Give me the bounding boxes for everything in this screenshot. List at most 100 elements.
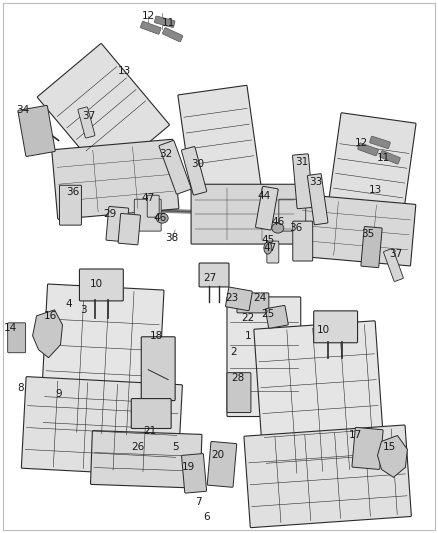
Text: 30: 30 (191, 159, 205, 169)
FancyBboxPatch shape (294, 195, 416, 266)
FancyBboxPatch shape (254, 321, 385, 478)
FancyBboxPatch shape (327, 113, 416, 224)
FancyBboxPatch shape (307, 174, 328, 225)
Text: 36: 36 (289, 223, 302, 233)
Text: 10: 10 (90, 279, 103, 289)
Text: 13: 13 (369, 185, 382, 195)
Text: 35: 35 (361, 229, 374, 239)
FancyBboxPatch shape (314, 311, 357, 343)
Text: 11: 11 (377, 154, 390, 163)
FancyBboxPatch shape (227, 297, 301, 416)
FancyBboxPatch shape (78, 107, 95, 138)
Text: 3: 3 (80, 305, 87, 315)
FancyBboxPatch shape (8, 323, 25, 353)
Text: 37: 37 (389, 249, 402, 259)
FancyBboxPatch shape (154, 16, 175, 28)
FancyBboxPatch shape (361, 227, 382, 268)
FancyBboxPatch shape (21, 377, 182, 477)
Text: 47: 47 (263, 243, 276, 253)
Text: 23: 23 (225, 293, 239, 303)
Text: 6: 6 (204, 512, 210, 522)
FancyBboxPatch shape (118, 213, 141, 245)
Text: 12: 12 (141, 11, 155, 21)
FancyBboxPatch shape (293, 154, 313, 209)
FancyBboxPatch shape (380, 151, 400, 164)
FancyBboxPatch shape (352, 427, 383, 470)
Text: 8: 8 (18, 383, 24, 393)
Text: 14: 14 (4, 323, 17, 333)
FancyBboxPatch shape (52, 139, 179, 219)
FancyBboxPatch shape (147, 195, 159, 217)
FancyBboxPatch shape (178, 85, 262, 204)
FancyBboxPatch shape (182, 454, 207, 493)
Text: 11: 11 (162, 18, 175, 28)
Text: 37: 37 (82, 111, 95, 122)
Text: 12: 12 (355, 139, 368, 148)
Text: 15: 15 (383, 442, 396, 453)
Text: 13: 13 (118, 66, 131, 76)
Text: 26: 26 (132, 442, 145, 453)
Text: 44: 44 (257, 191, 271, 201)
Text: 2: 2 (231, 347, 237, 357)
FancyBboxPatch shape (79, 269, 124, 301)
FancyBboxPatch shape (191, 184, 298, 244)
FancyBboxPatch shape (91, 431, 202, 488)
Text: 1: 1 (244, 331, 251, 341)
Text: 33: 33 (309, 177, 322, 187)
FancyBboxPatch shape (279, 199, 306, 231)
FancyBboxPatch shape (60, 185, 81, 225)
FancyBboxPatch shape (227, 373, 251, 413)
FancyBboxPatch shape (293, 221, 313, 261)
FancyBboxPatch shape (181, 147, 207, 195)
Text: 19: 19 (181, 462, 195, 472)
FancyBboxPatch shape (37, 44, 170, 179)
Polygon shape (32, 310, 63, 358)
FancyBboxPatch shape (199, 263, 229, 287)
FancyBboxPatch shape (162, 28, 183, 42)
FancyBboxPatch shape (255, 187, 278, 230)
Text: 38: 38 (166, 233, 179, 243)
FancyBboxPatch shape (106, 206, 129, 242)
FancyBboxPatch shape (370, 136, 390, 149)
FancyBboxPatch shape (237, 293, 269, 313)
Text: 34: 34 (16, 106, 29, 116)
FancyBboxPatch shape (141, 337, 175, 401)
FancyBboxPatch shape (18, 106, 55, 157)
FancyBboxPatch shape (134, 199, 161, 231)
Text: 18: 18 (149, 331, 163, 341)
FancyBboxPatch shape (267, 241, 279, 263)
Text: 20: 20 (212, 450, 225, 461)
Text: 32: 32 (159, 149, 173, 159)
FancyBboxPatch shape (207, 441, 237, 487)
FancyBboxPatch shape (244, 425, 411, 528)
Text: 27: 27 (203, 273, 217, 283)
Text: 47: 47 (141, 193, 155, 203)
FancyBboxPatch shape (40, 284, 164, 439)
Ellipse shape (272, 223, 284, 233)
FancyBboxPatch shape (159, 141, 191, 194)
Text: 24: 24 (253, 293, 266, 303)
Text: 10: 10 (317, 325, 330, 335)
Text: 5: 5 (172, 442, 178, 453)
FancyBboxPatch shape (226, 287, 252, 311)
FancyBboxPatch shape (265, 305, 288, 328)
Text: 9: 9 (55, 389, 62, 399)
Text: 31: 31 (295, 157, 308, 167)
Text: 25: 25 (261, 309, 275, 319)
Ellipse shape (156, 213, 168, 223)
FancyBboxPatch shape (384, 248, 403, 281)
FancyBboxPatch shape (131, 399, 171, 429)
Text: 28: 28 (231, 373, 244, 383)
Text: 45: 45 (261, 235, 275, 245)
Text: 46: 46 (154, 213, 167, 223)
Text: 22: 22 (241, 313, 254, 323)
Ellipse shape (264, 242, 272, 254)
Text: 16: 16 (44, 311, 57, 321)
FancyBboxPatch shape (358, 143, 378, 156)
Text: 7: 7 (195, 497, 201, 507)
FancyBboxPatch shape (141, 21, 161, 34)
Polygon shape (378, 435, 407, 478)
Text: 21: 21 (144, 426, 157, 437)
Text: 29: 29 (104, 209, 117, 219)
Text: 17: 17 (349, 431, 362, 440)
